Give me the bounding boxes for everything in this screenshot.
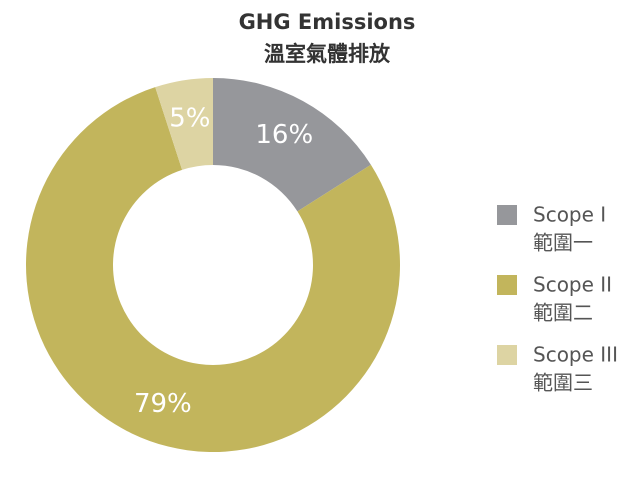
donut-slice xyxy=(213,78,371,212)
legend-swatch xyxy=(497,275,517,295)
legend-label: Scope II xyxy=(533,273,612,297)
legend-swatch xyxy=(497,205,517,225)
legend-label: 範圍三 xyxy=(533,371,593,395)
value-label: 16% xyxy=(255,120,313,150)
value-label: 79% xyxy=(134,389,192,419)
legend-swatch xyxy=(497,345,517,365)
donut-slice xyxy=(155,78,213,170)
legend-label: Scope I xyxy=(533,203,606,227)
legend-label: 範圍一 xyxy=(533,231,593,255)
donut-slice xyxy=(25,87,400,453)
chart-title: 溫室氣體排放 xyxy=(264,42,391,66)
legend-label: Scope III xyxy=(533,343,618,367)
chart-title: GHG Emissions xyxy=(239,10,416,34)
legend-label: 範圍二 xyxy=(533,301,593,325)
value-label: 5% xyxy=(169,103,210,133)
